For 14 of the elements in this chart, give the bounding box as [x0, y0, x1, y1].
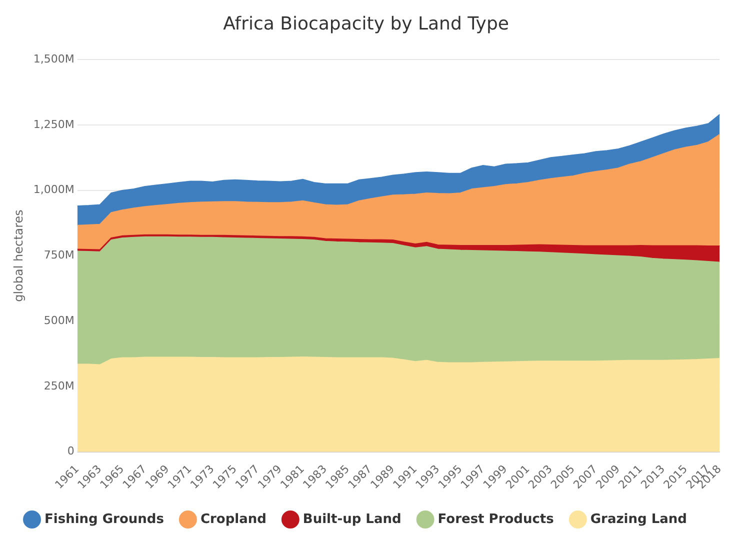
y-tick-label: 0	[67, 444, 74, 458]
y-tick-label: 750M	[44, 248, 74, 262]
legend-label: Fishing Grounds	[44, 512, 164, 527]
chart-title: Africa Biocapacity by Land Type	[223, 13, 509, 34]
y-tick-label: 1,000M	[33, 183, 74, 196]
y-axis-title: global hectares	[11, 210, 26, 302]
y-tick-label: 500M	[44, 314, 74, 327]
y-tick-label: 1,500M	[33, 52, 74, 66]
legend-label: Cropland	[200, 512, 266, 527]
y-tick-label: 1,250M	[33, 118, 74, 131]
y-tick-label: 250M	[44, 379, 74, 392]
legend-label: Grazing Land	[590, 512, 687, 527]
legend-label: Built-up Land	[302, 512, 402, 527]
legend-label: Forest Products	[438, 512, 554, 527]
